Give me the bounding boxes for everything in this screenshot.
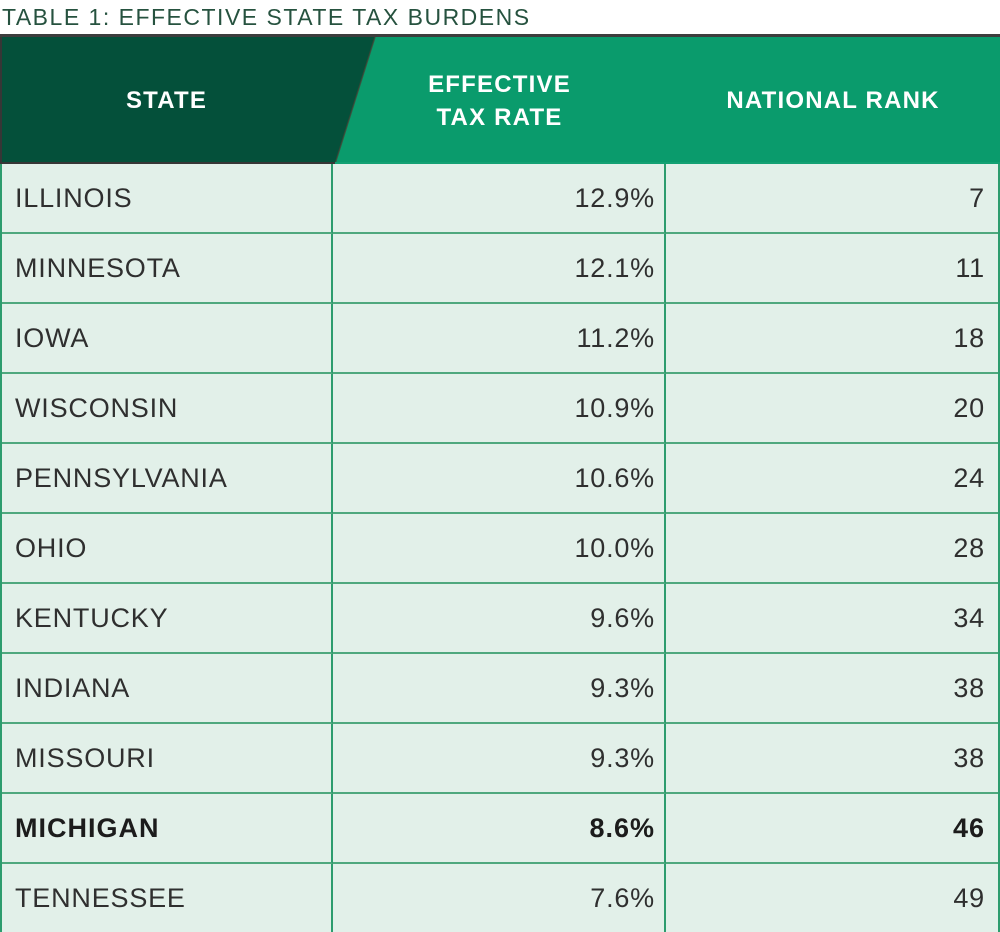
state-cell: INDIANA	[2, 654, 333, 724]
state-cell: KENTUCKY	[2, 584, 333, 654]
tax-rate-cell: 10.0%	[333, 514, 666, 584]
state-cell: OHIO	[2, 514, 333, 584]
state-cell: MICHIGAN	[2, 794, 333, 864]
state-cell: MISSOURI	[2, 724, 333, 794]
tax-rate-cell: 7.6%	[333, 864, 666, 932]
header-row: STATE EFFECTIVE TAX RATE NATIONAL RANK	[0, 37, 1000, 164]
national-rank-cell: 49	[666, 864, 998, 932]
table-row: IOWA 11.2% 18	[2, 304, 998, 374]
table-header: STATE EFFECTIVE TAX RATE NATIONAL RANK	[0, 37, 1000, 164]
state-cell: PENNSYLVANIA	[2, 444, 333, 514]
national-rank-cell: 46	[666, 794, 998, 864]
table-row: TENNESSEE 7.6% 49	[2, 864, 998, 932]
column-header-effective-tax-rate: EFFECTIVE TAX RATE	[333, 68, 666, 134]
table-row: MISSOURI 9.3% 38	[2, 724, 998, 794]
table-row: MICHIGAN 8.6% 46	[2, 794, 998, 864]
table-row: ILLINOIS 12.9% 7	[2, 164, 998, 234]
national-rank-cell: 18	[666, 304, 998, 374]
state-cell: TENNESSEE	[2, 864, 333, 932]
national-rank-cell: 38	[666, 724, 998, 794]
table-row: PENNSYLVANIA 10.6% 24	[2, 444, 998, 514]
national-rank-cell: 28	[666, 514, 998, 584]
tax-rate-cell: 10.6%	[333, 444, 666, 514]
tax-rate-cell: 10.9%	[333, 374, 666, 444]
header-wedge-graphic	[0, 37, 1000, 164]
table-row: WISCONSIN 10.9% 20	[2, 374, 998, 444]
tax-rate-cell: 9.6%	[333, 584, 666, 654]
tax-burdens-table: STATE EFFECTIVE TAX RATE NATIONAL RANK I…	[0, 34, 1000, 932]
tax-rate-cell: 12.9%	[333, 164, 666, 234]
national-rank-cell: 20	[666, 374, 998, 444]
tax-rate-cell: 12.1%	[333, 234, 666, 304]
column-header-national-rank: NATIONAL RANK	[726, 87, 940, 114]
table-body: ILLINOIS 12.9% 7 MINNESOTA 12.1% 11 IOWA…	[0, 164, 1000, 932]
national-rank-cell: 34	[666, 584, 998, 654]
table-row: KENTUCKY 9.6% 34	[2, 584, 998, 654]
tax-rate-cell: 9.3%	[333, 654, 666, 724]
table-title: TABLE 1: EFFECTIVE STATE TAX BURDENS	[2, 4, 531, 30]
column-header-state: STATE	[125, 87, 208, 114]
national-rank-cell: 11	[666, 234, 998, 304]
state-cell: ILLINOIS	[2, 164, 333, 234]
tax-rate-cell: 11.2%	[333, 304, 666, 374]
national-rank-cell: 38	[666, 654, 998, 724]
table-row: OHIO 10.0% 28	[2, 514, 998, 584]
state-cell: IOWA	[2, 304, 333, 374]
national-rank-cell: 7	[666, 164, 998, 234]
rate-header-line1: EFFECTIVE	[428, 70, 571, 98]
tax-rate-cell: 9.3%	[333, 724, 666, 794]
national-rank-cell: 24	[666, 444, 998, 514]
state-cell: WISCONSIN	[2, 374, 333, 444]
tax-rate-cell: 8.6%	[333, 794, 666, 864]
table-row: INDIANA 9.3% 38	[2, 654, 998, 724]
rate-header-line2: TAX RATE	[436, 103, 563, 131]
table-row: MINNESOTA 12.1% 11	[2, 234, 998, 304]
state-cell: MINNESOTA	[2, 234, 333, 304]
